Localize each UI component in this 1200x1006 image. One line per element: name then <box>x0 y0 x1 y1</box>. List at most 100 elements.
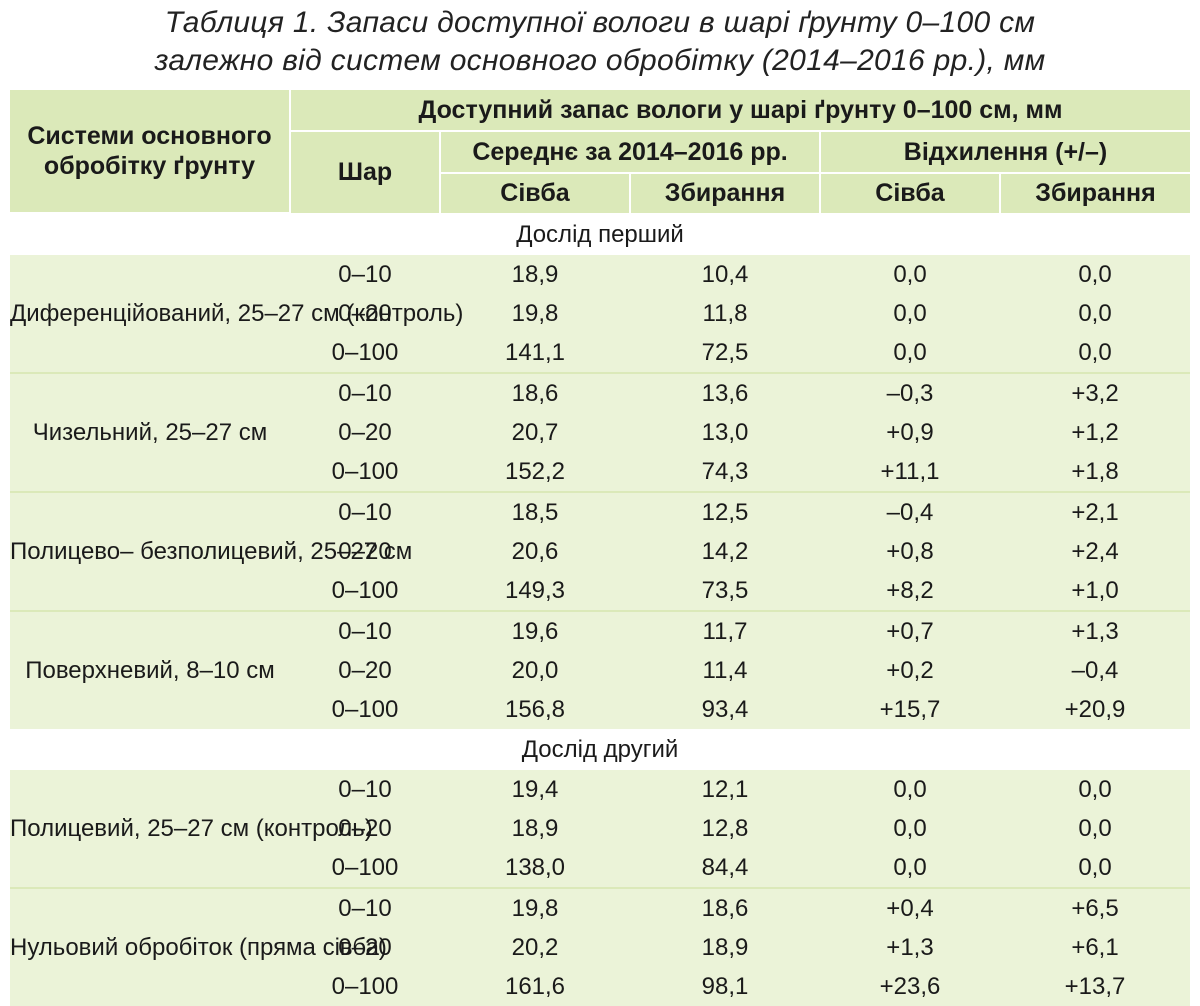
system-name: Поверхневий, 8–10 см <box>10 610 290 729</box>
deviation-harvest-cell: –0,4 <box>1000 651 1191 690</box>
average-harvest-cell: 72,5 <box>630 333 820 373</box>
deviation-sowing-cell: +1,3 <box>820 928 1000 967</box>
deviation-sowing-cell: +0,8 <box>820 532 1000 571</box>
caption-line-1: Таблиця 1. Запаси доступної вологи в шар… <box>164 6 1036 39</box>
average-sowing-cell: 19,4 <box>440 770 630 809</box>
layer-cell: 0–100 <box>290 967 440 1006</box>
header-systems: Системи основного обробітку ґрунту <box>10 90 291 214</box>
average-sowing-cell: 19,8 <box>440 294 630 333</box>
section-title: Дослід перший <box>10 213 1191 255</box>
average-sowing-cell: 156,8 <box>440 690 630 729</box>
caption-line-2: залежно від систем основного обробітку (… <box>154 44 1046 77</box>
table-row: 0–20 18,9 12,8 0,0 0,0 <box>10 809 1191 848</box>
system-name: Нульовий обробіток (пряма сівба) <box>10 887 387 1006</box>
layer-cell: 0–100 <box>290 690 440 729</box>
deviation-harvest-cell: +1,3 <box>1000 610 1191 651</box>
deviation-sowing-cell: +8,2 <box>820 571 1000 611</box>
layer-cell: 0–10 <box>290 887 440 928</box>
average-sowing-cell: 149,3 <box>440 571 630 611</box>
layer-cell: 0–10 <box>290 255 440 294</box>
average-sowing-cell: 18,9 <box>440 255 630 294</box>
average-harvest-cell: 13,6 <box>630 372 820 413</box>
table-row: 0–100 138,0 84,4 0,0 0,0 <box>10 848 1191 888</box>
deviation-sowing-cell: 0,0 <box>820 848 1000 888</box>
average-sowing-cell: 152,2 <box>440 452 630 492</box>
average-sowing-cell: 20,6 <box>440 532 630 571</box>
deviation-sowing-cell: 0,0 <box>820 809 1000 848</box>
header-average-harvest: Збирання <box>630 173 821 213</box>
average-harvest-cell: 12,1 <box>630 770 820 809</box>
average-sowing-cell: 18,5 <box>440 491 630 532</box>
layer-cell: 0–20 <box>290 928 440 967</box>
average-harvest-cell: 14,2 <box>630 532 820 571</box>
deviation-harvest-cell: 0,0 <box>1000 333 1191 373</box>
deviation-sowing-cell: 0,0 <box>820 333 1000 373</box>
deviation-sowing-cell: 0,0 <box>820 770 1000 809</box>
table-row: Полицево– безполицевий, 25–27 см 0–10 18,5… <box>10 491 1191 611</box>
header-available-stock: Доступний запас вологи у шарі ґрунту 0–1… <box>290 90 1191 132</box>
section-row: Дослід перший <box>10 213 1191 255</box>
deviation-sowing-cell: –0,3 <box>820 372 1000 413</box>
section-row: Дослід другий <box>10 729 1191 770</box>
deviation-sowing-cell: +23,6 <box>820 967 1000 1006</box>
layer-cell: 0–10 <box>290 770 440 809</box>
average-harvest-cell: 11,4 <box>630 651 820 690</box>
system-name: Диференційований, 25–27 см (контроль) <box>10 255 463 373</box>
header-deviation-sowing: Сівба <box>820 173 1001 213</box>
average-harvest-cell: 98,1 <box>630 967 820 1006</box>
deviation-harvest-cell: +6,1 <box>1000 928 1191 967</box>
average-harvest-cell: 11,8 <box>630 294 820 333</box>
table-row: Нульовий обробіток (пряма сівба) 0–10 19,8… <box>10 887 1191 1006</box>
average-sowing-cell: 141,1 <box>440 333 630 373</box>
table-row: 0–20 20,0 11,4 +0,2 –0,4 <box>10 651 1191 690</box>
layer-cell: 0–100 <box>290 333 440 373</box>
average-harvest-cell: 93,4 <box>630 690 820 729</box>
table-row: 0–20 20,2 18,9 +1,3 +6,1 <box>10 928 1191 967</box>
average-sowing-cell: 18,6 <box>440 372 630 413</box>
average-harvest-cell: 12,8 <box>630 809 820 848</box>
layer-cell: 0–20 <box>290 294 440 333</box>
deviation-harvest-cell: +1,8 <box>1000 452 1191 492</box>
deviation-harvest-cell: 0,0 <box>1000 770 1191 809</box>
deviation-sowing-cell: –0,4 <box>820 491 1000 532</box>
table-caption: Таблиця 1. Запаси доступної вологи в шар… <box>0 0 1200 84</box>
table-header: Системи основного обробітку ґрунту Досту… <box>10 90 1191 214</box>
deviation-sowing-cell: +0,7 <box>820 610 1000 651</box>
table-row: 0–20 19,8 11,8 0,0 0,0 <box>10 294 1191 333</box>
average-harvest-cell: 74,3 <box>630 452 820 492</box>
table-row: 0–100 152,2 74,3 +11,1 +1,8 <box>10 452 1191 492</box>
header-average: Середнє за 2014–2016 рр. <box>440 131 821 174</box>
average-sowing-cell: 20,0 <box>440 651 630 690</box>
deviation-sowing-cell: +0,4 <box>820 887 1000 928</box>
deviation-sowing-cell: +11,1 <box>820 452 1000 492</box>
header-deviation: Відхилення (+/–) <box>820 131 1191 174</box>
deviation-sowing-cell: +0,2 <box>820 651 1000 690</box>
deviation-harvest-cell: +13,7 <box>1000 967 1191 1006</box>
deviation-harvest-cell: +1,2 <box>1000 413 1191 452</box>
deviation-harvest-cell: +2,1 <box>1000 491 1191 532</box>
table-row: 0–100 149,3 73,5 +8,2 +1,0 <box>10 571 1191 611</box>
table-row: Полицевий, 25–27 см (контроль) 0–10 19,4 12… <box>10 770 1191 888</box>
deviation-sowing-cell: 0,0 <box>820 255 1000 294</box>
table-row: Чизельний, 25–27 см 0–10 18,6 13,6 –0,3 +3,2 <box>10 372 1191 492</box>
deviation-sowing-cell: +15,7 <box>820 690 1000 729</box>
header-deviation-harvest: Збирання <box>1000 173 1191 213</box>
deviation-harvest-cell: +3,2 <box>1000 372 1191 413</box>
table-row: Поверхневий, 8–10 см 0–10 19,6 11,7 +0,7 +1,3 <box>10 610 1191 729</box>
layer-cell: 0–100 <box>290 452 440 492</box>
deviation-harvest-cell: 0,0 <box>1000 294 1191 333</box>
average-harvest-cell: 73,5 <box>630 571 820 611</box>
average-sowing-cell: 18,9 <box>440 809 630 848</box>
system-name: Чизельний, 25–27 см <box>10 372 290 492</box>
average-harvest-cell: 13,0 <box>630 413 820 452</box>
average-harvest-cell: 11,7 <box>630 610 820 651</box>
deviation-harvest-cell: 0,0 <box>1000 809 1191 848</box>
layer-cell: 0–20 <box>290 413 440 452</box>
average-harvest-cell: 84,4 <box>630 848 820 888</box>
table-row: 0–20 20,6 14,2 +0,8 +2,4 <box>10 532 1191 571</box>
system-name: Полицево– безполицевий, 25–27 см <box>10 491 412 611</box>
deviation-harvest-cell: 0,0 <box>1000 255 1191 294</box>
header-layer: Шар <box>290 131 441 213</box>
average-harvest-cell: 12,5 <box>630 491 820 532</box>
section-title: Дослід другий <box>10 729 1191 770</box>
